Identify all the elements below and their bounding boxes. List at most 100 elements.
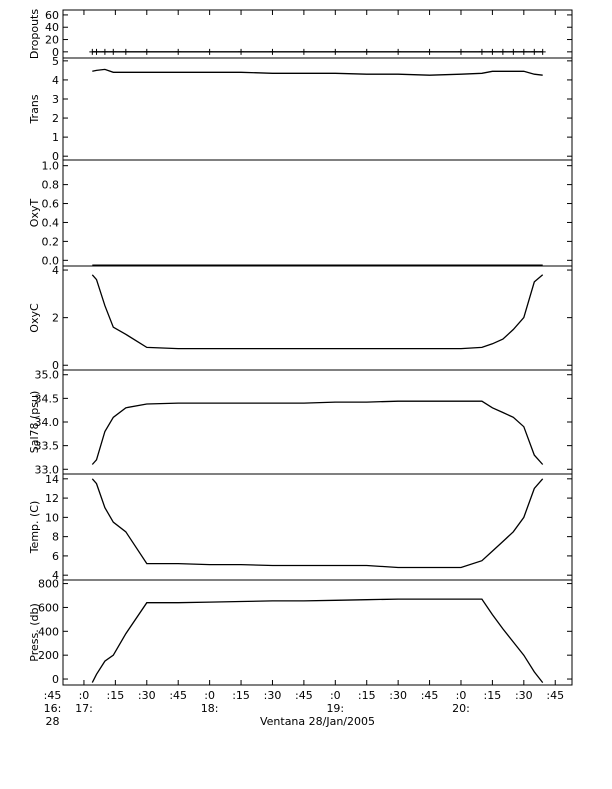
hour-label: 18: bbox=[201, 702, 219, 715]
y-tick-label: 12 bbox=[45, 492, 59, 505]
data-line bbox=[92, 68, 543, 76]
y-tick-label: 5 bbox=[52, 55, 59, 68]
y-tick-label: 0.0 bbox=[42, 254, 60, 267]
panel-frame bbox=[62, 159, 573, 267]
plus-marker bbox=[363, 48, 370, 55]
plus-marker bbox=[101, 48, 108, 55]
y-tick-label: 4 bbox=[52, 74, 59, 87]
plus-marker bbox=[238, 48, 245, 55]
x-tick-label: :15 bbox=[232, 689, 250, 702]
plus-marker bbox=[93, 48, 100, 55]
y-tick-label: 400 bbox=[38, 625, 59, 638]
x-tick-label: :30 bbox=[138, 689, 156, 702]
plus-marker bbox=[122, 48, 129, 55]
panel-frame bbox=[62, 579, 573, 686]
hour-label: 19: bbox=[326, 702, 344, 715]
y-tick-label: 2 bbox=[52, 312, 59, 325]
plus-marker bbox=[300, 48, 307, 55]
y-tick-label: 0.8 bbox=[42, 179, 60, 192]
y-axis-label: OxyT bbox=[28, 199, 41, 228]
plus-marker bbox=[478, 48, 485, 55]
x-tick-label: :30 bbox=[515, 689, 533, 702]
y-tick-label: 0 bbox=[52, 46, 59, 59]
plus-marker bbox=[206, 48, 213, 55]
x-tick-label: :30 bbox=[389, 689, 407, 702]
plus-marker bbox=[499, 48, 506, 55]
y-tick-label: 0.4 bbox=[42, 216, 60, 229]
y-tick-label: 4 bbox=[52, 264, 59, 277]
y-axis-label: Press. (db) bbox=[28, 603, 41, 662]
y-tick-label: 33.5 bbox=[35, 440, 60, 453]
y-axis-label: Dropouts bbox=[28, 9, 41, 59]
data-line bbox=[91, 598, 544, 684]
plus-marker bbox=[332, 48, 339, 55]
y-tick-label: 0 bbox=[52, 150, 59, 163]
y-tick-label: 3 bbox=[52, 93, 59, 106]
panel-frame bbox=[62, 473, 573, 581]
y-tick-label: 0.2 bbox=[42, 235, 60, 248]
date-label: 28 bbox=[46, 715, 60, 728]
data-line bbox=[91, 274, 544, 350]
x-tick-label: :45 bbox=[546, 689, 564, 702]
plus-marker bbox=[395, 48, 402, 55]
x-tick-label: :15 bbox=[484, 689, 502, 702]
y-tick-label: 4 bbox=[52, 569, 59, 582]
x-tick-label: :45 bbox=[169, 689, 187, 702]
x-axis-label: Ventana 28/Jan/2005 bbox=[260, 715, 375, 728]
y-tick-label: 6 bbox=[52, 550, 59, 563]
hour-label: 17: bbox=[75, 702, 93, 715]
panel-frame bbox=[62, 369, 573, 475]
y-tick-label: 1 bbox=[52, 131, 59, 144]
x-tick-label: :0 bbox=[79, 689, 90, 702]
x-tick-label: :45 bbox=[295, 689, 313, 702]
hour-label: 16: bbox=[44, 702, 62, 715]
plus-marker bbox=[531, 48, 538, 55]
y-tick-label: 0 bbox=[52, 359, 59, 372]
y-tick-label: 0.6 bbox=[42, 198, 60, 211]
y-tick-label: 33.0 bbox=[35, 463, 60, 476]
y-tick-label: 8 bbox=[52, 531, 59, 544]
data-line bbox=[91, 400, 544, 465]
plus-marker bbox=[510, 48, 517, 55]
plus-marker bbox=[539, 48, 546, 55]
y-tick-label: 34.0 bbox=[35, 416, 60, 429]
y-axis-label: Temp. (C) bbox=[28, 501, 41, 555]
x-tick-label: :30 bbox=[264, 689, 282, 702]
plus-marker bbox=[110, 48, 117, 55]
y-axis-label: Sal78 (psu) bbox=[28, 391, 41, 454]
data-line bbox=[91, 478, 544, 569]
x-tick-label: :45 bbox=[421, 689, 439, 702]
x-tick-label: :45 bbox=[44, 689, 62, 702]
y-axis-label: OxyC bbox=[28, 303, 41, 333]
x-tick-label: :0 bbox=[456, 689, 467, 702]
plus-marker bbox=[520, 48, 527, 55]
x-tick-label: :0 bbox=[330, 689, 341, 702]
hour-label: 20: bbox=[452, 702, 470, 715]
y-tick-label: 40 bbox=[45, 21, 59, 34]
y-tick-label: 600 bbox=[38, 601, 59, 614]
y-tick-label: 60 bbox=[45, 9, 59, 22]
y-tick-label: 20 bbox=[45, 34, 59, 47]
plus-marker bbox=[426, 48, 433, 55]
x-tick-label: :15 bbox=[107, 689, 125, 702]
y-tick-label: 0 bbox=[52, 673, 59, 686]
y-tick-label: 1.0 bbox=[42, 160, 60, 173]
y-tick-label: 200 bbox=[38, 649, 59, 662]
plus-marker bbox=[489, 48, 496, 55]
y-tick-label: 2 bbox=[52, 112, 59, 125]
x-tick-label: :15 bbox=[358, 689, 376, 702]
plus-marker bbox=[143, 48, 150, 55]
y-axis-label: Trans bbox=[28, 94, 41, 124]
y-tick-label: 35.0 bbox=[35, 369, 60, 382]
y-tick-label: 10 bbox=[45, 511, 59, 524]
y-tick-label: 34.5 bbox=[35, 392, 60, 405]
y-tick-label: 800 bbox=[38, 578, 59, 591]
plus-marker bbox=[269, 48, 276, 55]
plus-marker bbox=[175, 48, 182, 55]
panel-frame bbox=[62, 9, 573, 59]
panel-frame bbox=[62, 265, 573, 371]
y-tick-label: 14 bbox=[45, 473, 59, 486]
x-tick-label: :0 bbox=[204, 689, 215, 702]
plus-marker bbox=[457, 48, 464, 55]
